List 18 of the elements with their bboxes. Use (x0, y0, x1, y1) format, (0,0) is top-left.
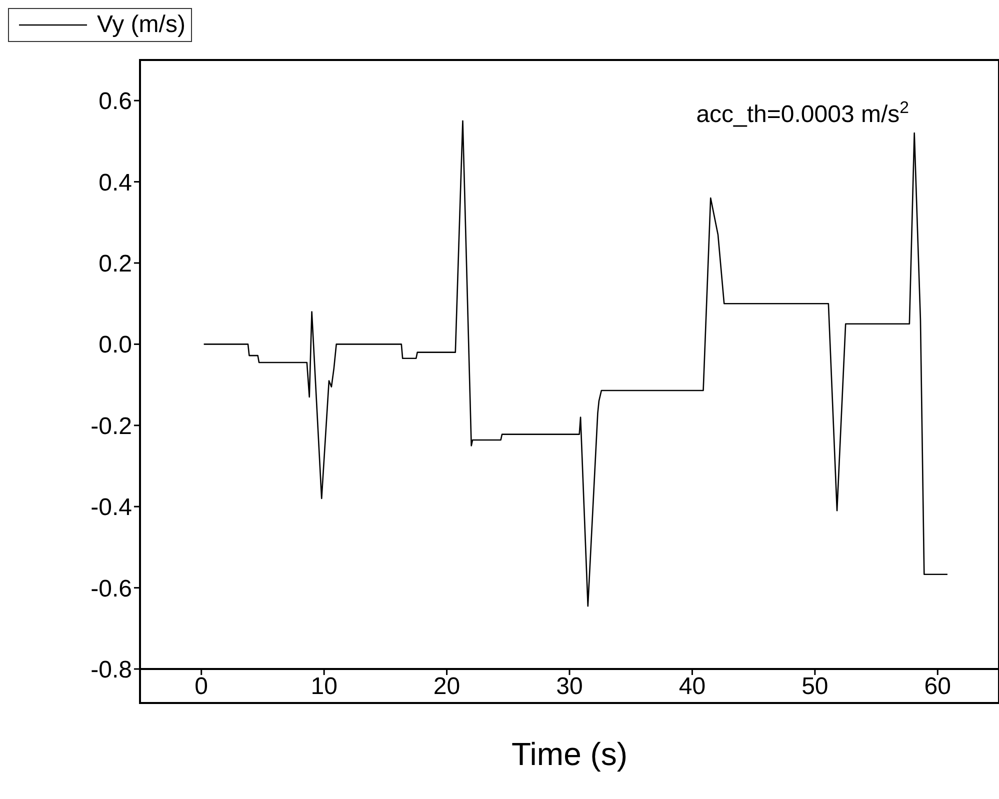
legend-label: Vy (m/s) (97, 11, 186, 39)
y-tick-label: 0.6 (98, 88, 132, 116)
x-tick-label: 60 (924, 673, 951, 700)
y-tick-label: -0.4 (90, 494, 132, 522)
x-tick-label: 10 (310, 673, 338, 700)
y-tick-label: -0.8 (90, 656, 132, 684)
y-tick-label: -0.6 (90, 575, 132, 602)
annotation: acc_th=0.0003 m/s$^{2}$ (696, 98, 909, 128)
x-axis-title: Time (s) (511, 736, 628, 772)
x-tick-label: 0 (194, 673, 208, 700)
y-tick-label: 0.4 (98, 169, 132, 196)
y-tick-label: 0.2 (98, 250, 132, 278)
x-tick-label: 20 (433, 673, 460, 700)
y-tick-label: -0.2 (90, 412, 132, 440)
y-tick-label: 0.0 (98, 332, 132, 359)
x-tick-label: 30 (556, 673, 583, 700)
x-tick-label: 50 (802, 673, 828, 700)
x-tick-label: 40 (678, 673, 706, 700)
